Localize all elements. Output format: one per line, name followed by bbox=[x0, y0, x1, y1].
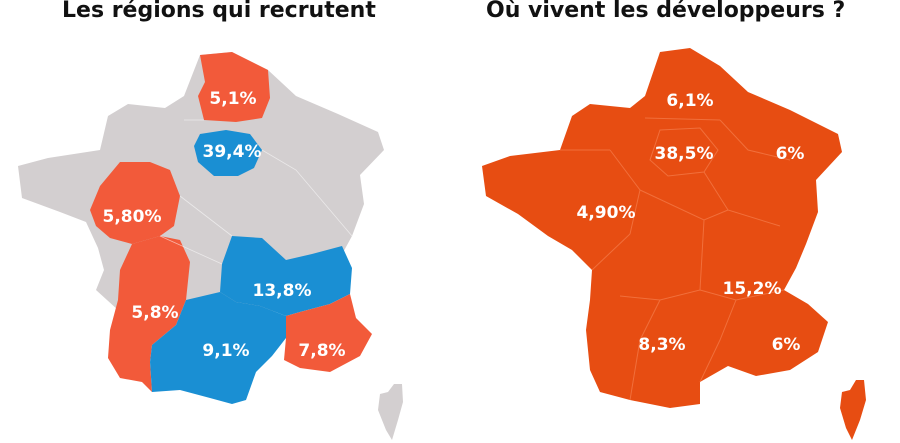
right-map: 6,1% 38,5% 6% 4,90% 15,2% 8,3% 6% bbox=[482, 48, 866, 440]
left-label-pays-de-la-loire: 5,80% bbox=[103, 207, 162, 227]
left-corsica bbox=[378, 384, 403, 440]
left-label-nouvelle-aquitaine: 5,8% bbox=[131, 303, 178, 323]
right-label-paca: 6% bbox=[772, 335, 801, 355]
left-label-ile-de-france: 39,4% bbox=[203, 142, 262, 162]
right-label-ile-de-france: 38,5% bbox=[655, 144, 714, 164]
left-region-occitanie bbox=[150, 292, 286, 404]
right-label-hauts-de-france: 6,1% bbox=[666, 91, 713, 111]
right-label-grand-est: 6% bbox=[776, 144, 805, 164]
left-france-base bbox=[18, 52, 384, 320]
right-france-shape bbox=[482, 48, 842, 408]
left-region-ile-de-france bbox=[194, 130, 262, 176]
left-region-auvergne-rhone-alpes bbox=[220, 236, 352, 316]
right-label-auvergne-rhone-alpes: 15,2% bbox=[723, 279, 782, 299]
right-region-borders bbox=[560, 117, 791, 401]
left-label-occitanie: 9,1% bbox=[202, 341, 249, 361]
left-region-pays-de-la-loire bbox=[90, 162, 180, 244]
left-region-paca bbox=[284, 294, 372, 372]
right-map-title: Où vivent les développeurs ? bbox=[486, 0, 846, 23]
left-label-paca: 7,8% bbox=[298, 341, 345, 361]
left-map-title: Les régions qui recrutent bbox=[62, 0, 376, 23]
left-region-hauts-de-france bbox=[198, 52, 270, 122]
left-region-nouvelle-aquitaine bbox=[108, 236, 190, 392]
right-label-occitanie: 8,3% bbox=[638, 335, 685, 355]
right-corsica bbox=[840, 380, 866, 440]
left-label-hauts-de-france: 5,1% bbox=[209, 89, 256, 109]
left-map: 5,1% 39,4% 5,80% 5,8% 13,8% 9,1% 7,8% bbox=[18, 52, 403, 440]
left-label-auvergne-rhone-alpes: 13,8% bbox=[253, 281, 312, 301]
right-label-bretagne-ouest: 4,90% bbox=[577, 203, 636, 223]
